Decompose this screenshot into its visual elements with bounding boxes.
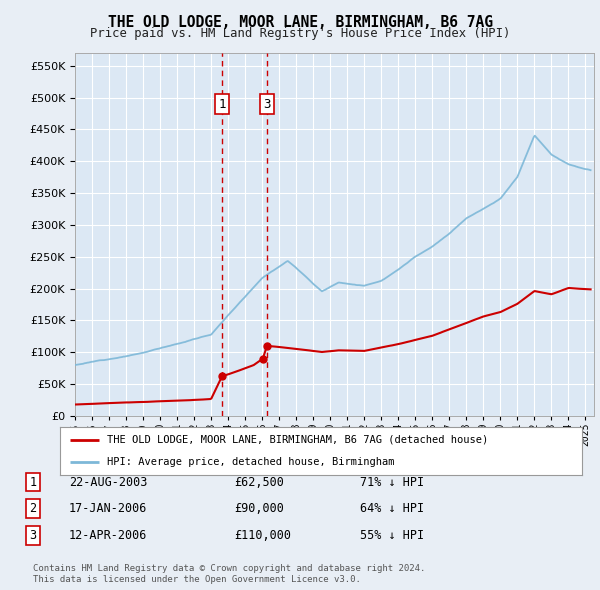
Text: 64% ↓ HPI: 64% ↓ HPI (360, 502, 424, 515)
Text: £90,000: £90,000 (234, 502, 284, 515)
Text: 1: 1 (29, 476, 37, 489)
Text: 71% ↓ HPI: 71% ↓ HPI (360, 476, 424, 489)
Text: 1: 1 (218, 97, 226, 110)
Text: THE OLD LODGE, MOOR LANE, BIRMINGHAM, B6 7AG: THE OLD LODGE, MOOR LANE, BIRMINGHAM, B6… (107, 15, 493, 30)
Text: 3: 3 (29, 529, 37, 542)
Text: 22-AUG-2003: 22-AUG-2003 (69, 476, 148, 489)
Text: 3: 3 (263, 97, 271, 110)
Text: Price paid vs. HM Land Registry's House Price Index (HPI): Price paid vs. HM Land Registry's House … (90, 27, 510, 40)
Text: Contains HM Land Registry data © Crown copyright and database right 2024.: Contains HM Land Registry data © Crown c… (33, 565, 425, 573)
Text: £62,500: £62,500 (234, 476, 284, 489)
Text: 12-APR-2006: 12-APR-2006 (69, 529, 148, 542)
Text: 2: 2 (29, 502, 37, 515)
Text: THE OLD LODGE, MOOR LANE, BIRMINGHAM, B6 7AG (detached house): THE OLD LODGE, MOOR LANE, BIRMINGHAM, B6… (107, 435, 488, 445)
Text: 55% ↓ HPI: 55% ↓ HPI (360, 529, 424, 542)
Text: This data is licensed under the Open Government Licence v3.0.: This data is licensed under the Open Gov… (33, 575, 361, 584)
Text: HPI: Average price, detached house, Birmingham: HPI: Average price, detached house, Birm… (107, 457, 394, 467)
Text: 17-JAN-2006: 17-JAN-2006 (69, 502, 148, 515)
Text: £110,000: £110,000 (234, 529, 291, 542)
